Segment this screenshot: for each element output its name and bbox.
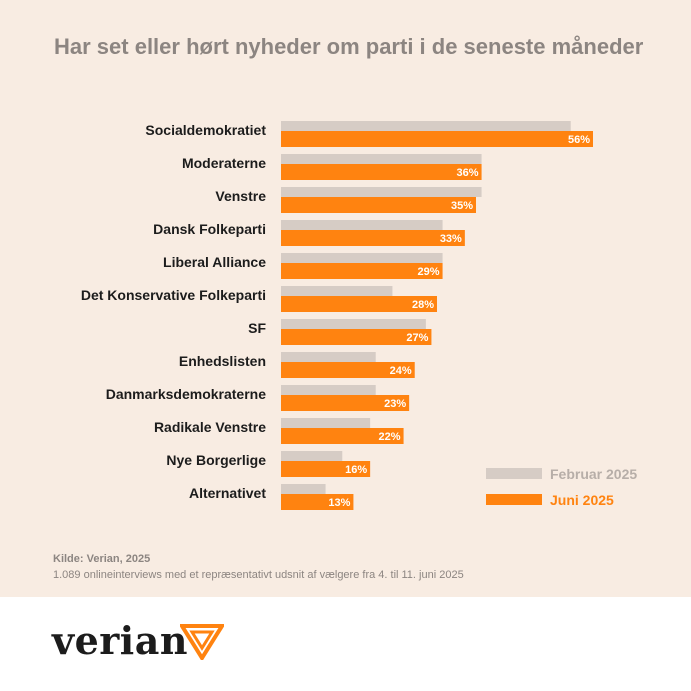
bar-feb-liberal-alliance bbox=[281, 253, 443, 263]
bar-feb-enhedslisten bbox=[281, 352, 376, 362]
category-label: Dansk Folkeparti bbox=[153, 221, 266, 237]
verian-logo-text: verian bbox=[52, 618, 188, 663]
category-label: Moderaterne bbox=[182, 155, 266, 171]
bar-jun-dansk-folkeparti bbox=[281, 230, 465, 246]
data-label: 23% bbox=[384, 398, 406, 410]
category-label: Danmarksdemokraterne bbox=[106, 386, 267, 402]
category-label: Det Konservative Folkeparti bbox=[81, 287, 266, 303]
category-label: Nye Borgerlige bbox=[166, 452, 266, 468]
data-label: 13% bbox=[328, 497, 350, 509]
legend-feb-swatch bbox=[486, 468, 542, 479]
chart-panel: Har set eller hørt nyheder om parti i de… bbox=[0, 0, 691, 597]
category-label: Enhedslisten bbox=[179, 353, 266, 369]
bar-jun-danmarksdemokraterne bbox=[281, 395, 410, 411]
bar-feb-moderaterne bbox=[281, 154, 482, 164]
data-label: 33% bbox=[440, 233, 462, 245]
legend-jun-swatch bbox=[486, 494, 542, 505]
data-label: 36% bbox=[457, 167, 479, 179]
data-label: 24% bbox=[390, 365, 412, 377]
bar-feb-venstre bbox=[281, 187, 482, 197]
methodology-note: 1.089 onlineinterviews med et repræsenta… bbox=[53, 569, 464, 581]
data-label: 35% bbox=[451, 200, 473, 212]
bar-jun-sf bbox=[281, 329, 432, 345]
category-label: Alternativet bbox=[189, 485, 266, 501]
category-label: Liberal Alliance bbox=[163, 254, 266, 270]
bar-feb-det-konservative-folkeparti bbox=[281, 286, 393, 296]
bar-feb-danmarksdemokraterne bbox=[281, 385, 376, 395]
data-label: 56% bbox=[568, 134, 590, 146]
category-label: Venstre bbox=[215, 188, 266, 204]
category-label: Socialdemokratiet bbox=[145, 122, 266, 138]
bar-jun-venstre bbox=[281, 197, 476, 213]
bar-jun-liberal-alliance bbox=[281, 263, 443, 279]
data-label: 27% bbox=[406, 332, 428, 344]
bar-jun-det-konservative-folkeparti bbox=[281, 296, 437, 312]
bar-jun-radikale-venstre bbox=[281, 428, 404, 444]
bar-jun-socialdemokratiet bbox=[281, 131, 593, 147]
bar-feb-nye-borgerlige bbox=[281, 451, 343, 461]
data-label: 29% bbox=[418, 266, 440, 278]
bar-feb-dansk-folkeparti bbox=[281, 220, 443, 230]
source-label: Kilde: Verian, 2025 bbox=[53, 553, 151, 565]
data-label: 16% bbox=[345, 464, 367, 476]
category-label: Radikale Venstre bbox=[154, 419, 266, 435]
bar-jun-nye-borgerlige bbox=[281, 461, 371, 477]
bar-chart: 56% Socialdemokratiet 36% Moderaterne 35% Ven… bbox=[81, 121, 637, 510]
bar-feb-sf bbox=[281, 319, 426, 329]
bar-jun-enhedslisten bbox=[281, 362, 415, 378]
bar-jun-moderaterne bbox=[281, 164, 482, 180]
bar-jun-alternativet bbox=[281, 494, 354, 510]
legend-feb-label: Februar 2025 bbox=[550, 466, 637, 482]
chart-title: Har set eller hørt nyheder om parti i de… bbox=[54, 34, 644, 59]
data-label: 28% bbox=[412, 299, 434, 311]
data-label: 22% bbox=[379, 431, 401, 443]
verian-logo-icon bbox=[180, 624, 224, 660]
legend-jun-label: Juni 2025 bbox=[550, 492, 614, 508]
bar-feb-radikale-venstre bbox=[281, 418, 371, 428]
bar-feb-alternativet bbox=[281, 484, 326, 494]
category-label: SF bbox=[248, 320, 266, 336]
bar-feb-socialdemokratiet bbox=[281, 121, 571, 131]
